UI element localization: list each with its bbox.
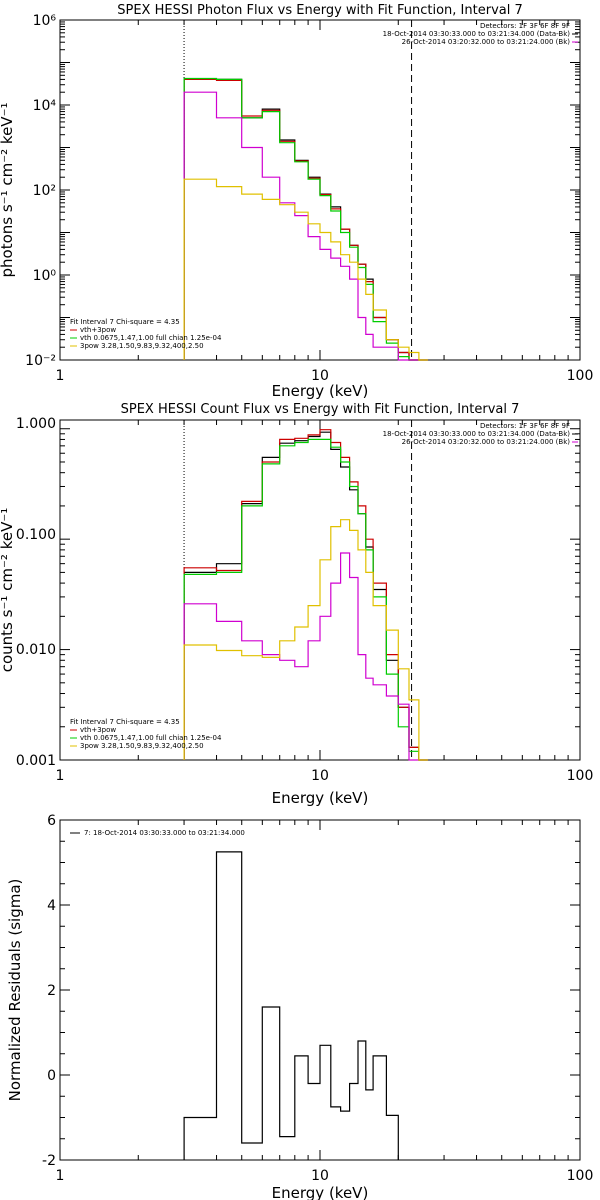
- legend-entry: Fit Interval 7 Chi-square = 4.35: [70, 718, 180, 726]
- y-tick-label: 10⁶: [33, 13, 57, 29]
- y-axis-label: Normalized Residuals (sigma): [6, 879, 24, 1102]
- x-tick-label: 100: [567, 368, 594, 384]
- y-tick-label: 10⁴: [33, 98, 57, 114]
- spectrum-series-2: [183, 78, 428, 361]
- legend-entry: 3pow 3.28,1.50,9.83,9.32,400,2.50: [80, 742, 204, 750]
- legend-entry: 7: 18-Oct-2014 03:30:33.000 to 03:21:34.…: [84, 829, 245, 837]
- legend-entry: vth 0.0675,1.47,1.00 full chian 1.25e-04: [80, 334, 222, 342]
- x-tick-label: 10: [311, 1168, 329, 1184]
- legend-entry: vth 0.0675,1.47,1.00 full chian 1.25e-04: [80, 734, 222, 742]
- y-tick-label: 0: [47, 1068, 56, 1084]
- y-tick-label: 1.000: [16, 416, 56, 432]
- spectrum-series-5: [183, 178, 428, 361]
- y-axis-label: counts s⁻¹ cm⁻² keV⁻¹: [0, 508, 16, 673]
- photon-flux-panel: SPEX HESSI Photon Flux vs Energy with Fi…: [0, 3, 593, 400]
- x-tick-label: 1: [56, 768, 65, 784]
- y-tick-label: 2: [47, 983, 56, 999]
- spectrum-series-1: [183, 431, 428, 761]
- y-tick-label: 4: [47, 898, 56, 914]
- x-axis-label: Energy (keV): [272, 789, 369, 807]
- chart-title: SPEX HESSI Count Flux vs Energy with Fit…: [121, 402, 520, 417]
- legend-entry: 18-Oct-2014 03:30:33.000 to 03:21:34.000…: [383, 430, 571, 438]
- x-tick-label: 100: [567, 768, 594, 784]
- y-axis-label: photons s⁻¹ cm⁻² keV⁻¹: [0, 103, 16, 278]
- spectrum-series-2: [183, 429, 428, 761]
- count-flux-panel: SPEX HESSI Count Flux vs Energy with Fit…: [0, 402, 593, 807]
- x-tick-label: 10: [311, 368, 329, 384]
- spectrum-series-1: [183, 851, 399, 1160]
- spectrum-series-5: [183, 519, 428, 761]
- legend-entry: 26-Oct-2014 03:20:32.000 to 03:21:24.000…: [402, 438, 571, 446]
- spectrum-series-3: [183, 77, 428, 361]
- legend-entry: vth+3pow: [80, 726, 116, 734]
- spectrum-series-4: [183, 91, 428, 361]
- y-tick-label: 0.001: [16, 753, 56, 769]
- y-tick-label: -2: [42, 1153, 56, 1169]
- legend-entry: Detectors: 1F 3F 6F 8F 9F: [480, 422, 570, 430]
- spectrum-series-1: [183, 78, 428, 361]
- spectrum-series-4: [183, 552, 428, 761]
- x-tick-label: 1: [56, 1168, 65, 1184]
- spectrum-series-3: [183, 438, 428, 761]
- x-tick-label: 100: [567, 1168, 594, 1184]
- x-tick-label: 10: [311, 768, 329, 784]
- y-tick-label: 10⁻²: [25, 353, 56, 369]
- legend-entry: 3pow 3.28,1.50,9.83,9.32,400,2.50: [80, 342, 204, 350]
- residuals-panel: 7: 18-Oct-2014 03:30:33.000 to 03:21:34.…: [6, 813, 593, 1200]
- legend-entry: vth+3pow: [80, 326, 116, 334]
- legend-entry: Fit Interval 7 Chi-square = 4.35: [70, 318, 180, 326]
- x-tick-label: 1: [56, 368, 65, 384]
- chart-title: SPEX HESSI Photon Flux vs Energy with Fi…: [117, 3, 523, 18]
- plot-frame: [59, 819, 581, 1161]
- x-axis-label: Energy (keV): [272, 1184, 369, 1200]
- y-tick-label: 10⁰: [33, 268, 57, 284]
- legend-entry: Detectors: 1F 3F 6F 8F 9F: [480, 22, 570, 30]
- y-tick-label: 0.100: [16, 527, 56, 543]
- y-tick-label: 10²: [33, 183, 56, 199]
- legend-entry: 26-Oct-2014 03:20:32.000 to 03:21:24.000…: [402, 38, 571, 46]
- legend-entry: 18-Oct-2014 03:30:33.000 to 03:21:34.000…: [383, 30, 571, 38]
- y-tick-label: 0.010: [16, 642, 56, 658]
- x-axis-label: Energy (keV): [272, 382, 369, 400]
- y-tick-label: 6: [47, 813, 56, 829]
